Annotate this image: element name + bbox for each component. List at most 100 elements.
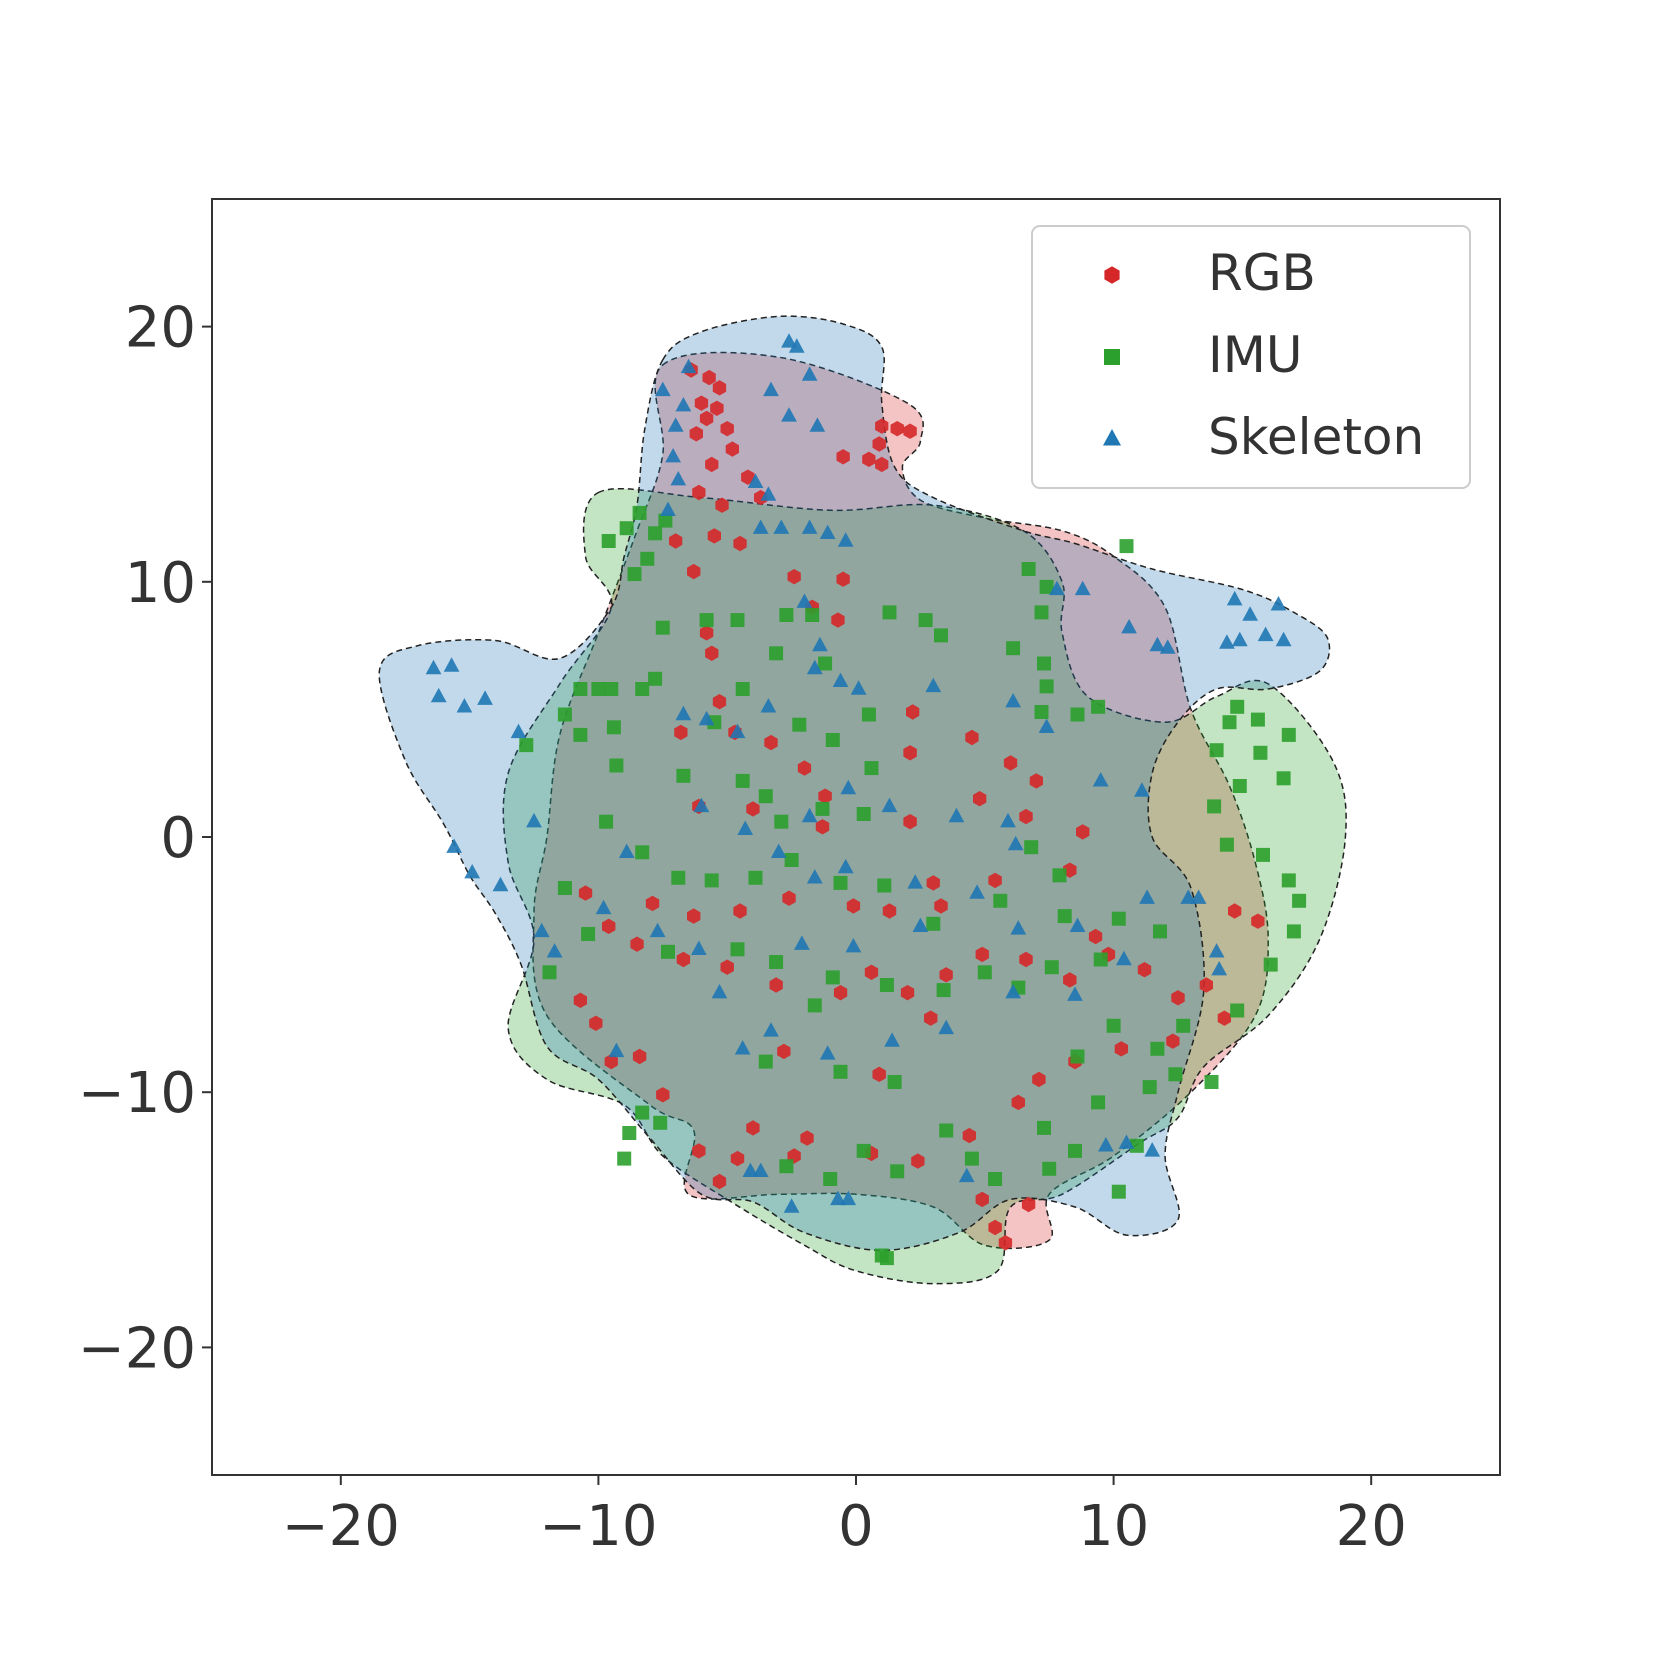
point-imu [619,521,634,536]
point-skeleton [1010,920,1027,935]
point-skeleton [806,869,823,884]
point-rgb [1114,1041,1128,1057]
point-imu [936,983,951,998]
point-skeleton [948,807,965,823]
point-imu [1111,1184,1126,1199]
point-skeleton [770,843,787,858]
point-skeleton [1074,580,1091,596]
point-imu [653,1115,668,1130]
point-imu [864,761,879,776]
point-rgb [694,395,709,411]
point-skeleton [1144,1142,1161,1157]
point-imu [977,965,992,980]
point-imu [627,567,642,582]
point-imu [704,873,719,888]
region-skeleton [378,315,1331,1252]
point-imu [833,1064,848,1079]
point-skeleton [729,723,746,739]
point-rgb [702,369,716,386]
point-rgb [787,569,801,585]
point-skeleton [760,698,777,713]
point-imu [815,801,830,816]
point-rgb [1021,1196,1036,1213]
point-skeleton [760,486,777,501]
point-rgb [710,400,724,416]
point-rgb [692,1143,706,1159]
point-skeleton [1257,626,1274,642]
point-imu [1024,840,1039,855]
point-skeleton [1069,917,1086,932]
point-rgb [573,992,587,1008]
x-tick-label: 20 [1336,1494,1407,1559]
point-imu [635,845,650,860]
point-imu [1070,707,1085,722]
point-imu [818,656,833,671]
series-imu [519,505,1307,1266]
point-skeleton [1231,631,1248,647]
point-imu [1250,712,1265,727]
point-imu [735,773,750,788]
point-skeleton [665,448,681,463]
point-skeleton [819,524,836,539]
point-rgb [699,410,714,427]
point-rgb [656,1087,670,1103]
point-imu [807,998,822,1013]
point-imu [617,1151,632,1166]
point-imu [671,870,686,885]
points-layer [425,333,1307,1266]
point-rgb [962,1127,976,1144]
point-imu [833,875,848,890]
point-skeleton [801,366,818,381]
point-skeleton [840,1190,857,1206]
point-imu [879,978,894,992]
point-imu [1256,847,1270,862]
point-imu [648,671,663,686]
point-rgb [602,918,616,934]
point-imu [1207,799,1222,814]
point-imu [784,853,799,867]
point-imu [823,1172,838,1186]
point-imu [1168,1067,1183,1082]
point-skeleton [430,687,447,703]
point-skeleton [734,1040,751,1055]
point-imu [939,1123,954,1138]
point-imu [1042,1161,1057,1176]
point-rgb [764,734,778,751]
point-imu [1142,1080,1157,1095]
point-imu [1153,924,1167,939]
region-imu [502,487,1347,1285]
legend-markers [1103,266,1121,446]
point-skeleton [1190,889,1207,904]
point-skeleton [425,659,442,675]
point-imu [1034,705,1049,719]
point-skeleton [912,917,929,932]
point-rgb [715,497,729,513]
point-imu [856,807,871,821]
point-skeleton [752,1162,769,1177]
point-rgb [754,489,768,506]
point-imu [542,965,557,980]
point-imu [730,942,745,957]
point-rgb [903,423,917,439]
point-imu [1219,837,1234,852]
legend-marker-imu [1104,349,1120,365]
point-rgb [604,1053,618,1070]
point-rgb [777,1043,791,1060]
point-skeleton [837,532,854,547]
point-imu [632,505,647,520]
point-rgb [926,875,940,891]
point-imu [758,789,773,804]
point-skeleton [832,672,849,687]
point-imu [730,613,745,628]
point-skeleton [788,338,805,353]
point-imu [774,814,789,829]
point-imu [758,1054,773,1069]
legend-marker-rgb [1104,266,1120,284]
point-rgb [988,1219,1002,1236]
point-rgb [934,898,948,914]
point-skeleton [925,677,942,693]
point-skeleton [819,1045,836,1060]
point-imu [676,768,691,783]
point-skeleton [796,593,813,608]
point-imu [1232,779,1247,793]
